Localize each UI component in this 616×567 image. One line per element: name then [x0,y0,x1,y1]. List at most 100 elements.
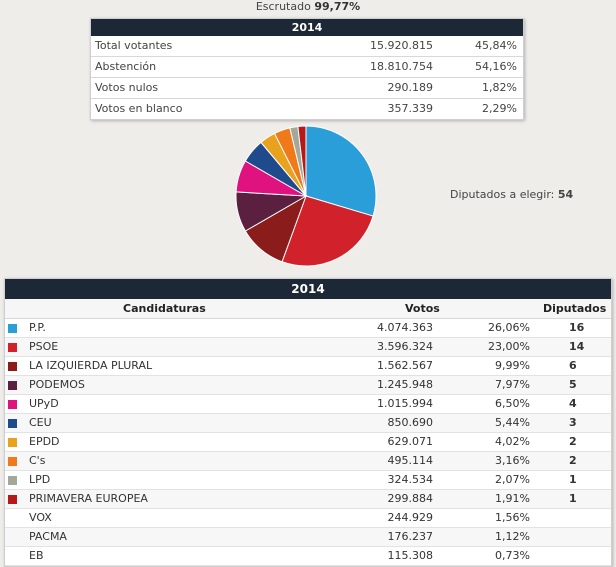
party-votes: 299.884 [387,492,434,505]
party-row: LPD 324.534 2,07% 1 [5,471,611,490]
party-percent: 0,73% [495,549,530,562]
party-percent: 23,00% [488,340,530,353]
pie-slice-psoe [281,195,374,267]
party-votes: 1.015.994 [377,397,433,410]
party-color-swatch [8,381,17,390]
summary-row-votos-en-blanco: Votos en blanco 357.339 2,29% [91,99,523,119]
party-color-swatch [8,457,17,466]
party-row: EB 115.308 0,73% [5,547,611,566]
party-row: P.P. 4.074.363 26,06% 16 [5,319,611,338]
party-color-swatch [8,476,17,485]
summary-percent: 2,29% [482,102,517,115]
seats-to-elect-value: 54 [557,188,574,201]
summary-row-abstencion: Abstención 18.810.754 54,16% [91,57,523,78]
party-votes: 629.071 [387,435,434,448]
party-percent: 1,56% [495,511,530,524]
party-name: C's [29,454,46,467]
party-name: LPD [29,473,51,486]
seats-pie-chart [235,125,377,267]
party-seats: 4 [569,397,577,410]
party-name: EB [29,549,44,562]
party-seats: 1 [569,473,577,486]
summary-percent: 45,84% [475,39,517,52]
party-seats: 2 [569,454,577,467]
party-color-swatch [8,533,17,542]
party-percent: 3,16% [495,454,530,467]
party-seats: 3 [569,416,577,429]
party-color-swatch [8,343,17,352]
summary-row-votos-nulos: Votos nulos 290.189 1,82% [91,78,523,99]
party-percent: 26,06% [488,321,530,334]
summary-value: 357.339 [387,102,434,115]
party-votes: 1.245.948 [377,378,433,391]
scrutiny-line: Escrutado 99,77% [0,0,616,14]
party-row: CEU 850.690 5,44% 3 [5,414,611,433]
party-percent: 2,07% [495,473,530,486]
party-percent: 4,02% [495,435,530,448]
party-row: PODEMOS 1.245.948 7,97% 5 [5,376,611,395]
summary-value: 18.810.754 [370,60,433,73]
party-name: EPDD [29,435,60,448]
summary-row-total-votantes: Total votantes 15.920.815 45,84% [91,36,523,57]
party-row: PRIMAVERA EUROPEA 299.884 1,91% 1 [5,490,611,509]
seats-to-elect: Diputados a elegir: 54 [450,188,573,201]
party-votes: 495.114 [387,454,434,467]
results-year-header: 2014 [5,279,611,299]
party-name: PSOE [29,340,59,353]
results-table: 2014 Candidaturas Votos Diputados P.P. 4.… [4,278,612,567]
party-percent: 1,91% [495,492,530,505]
party-name: PACMA [29,530,67,543]
party-seats: 6 [569,359,577,372]
party-row: PACMA 176.237 1,12% [5,528,611,547]
party-votes: 4.074.363 [377,321,433,334]
party-row: C's 495.114 3,16% 2 [5,452,611,471]
party-name: P.P. [29,321,46,334]
party-percent: 1,12% [495,530,530,543]
party-seats: 2 [569,435,577,448]
summary-label: Abstención [95,60,157,73]
party-name: PRIMAVERA EUROPEA [29,492,148,505]
results-column-headers: Candidaturas Votos Diputados [5,299,611,319]
party-row: LA IZQUIERDA PLURAL 1.562.567 9,99% 6 [5,357,611,376]
summary-value: 290.189 [387,81,434,94]
party-color-swatch [8,362,17,371]
party-votes: 3.596.324 [377,340,433,353]
party-votes: 244.929 [387,511,434,524]
summary-label: Votos en blanco [95,102,183,115]
party-percent: 5,44% [495,416,530,429]
party-color-swatch [8,400,17,409]
party-row: UPyD 1.015.994 6,50% 4 [5,395,611,414]
summary-label: Total votantes [95,39,173,52]
party-votes: 850.690 [387,416,434,429]
party-color-swatch [8,514,17,523]
column-header-candidaturas: Candidaturas [123,302,206,315]
scrutiny-value: 99,77% [314,0,361,13]
party-seats: 14 [569,340,585,353]
party-seats: 16 [569,321,585,334]
scrutiny-label: Escrutado [255,0,311,13]
summary-year-header: 2014 [91,19,523,36]
party-percent: 9,99% [495,359,530,372]
participation-summary-table: 2014 Total votantes 15.920.815 45,84% Ab… [90,18,524,120]
party-name: CEU [29,416,52,429]
summary-percent: 54,16% [475,60,517,73]
party-seats: 5 [569,378,577,391]
party-votes: 115.308 [387,549,434,562]
party-seats: 1 [569,492,577,505]
column-header-votos: Votos [405,302,440,315]
summary-label: Votos nulos [95,81,159,94]
summary-percent: 1,82% [482,81,517,94]
pie-slice-primavera-europea [297,125,307,197]
party-row: VOX 244.929 1,56% [5,509,611,528]
party-votes: 176.237 [387,530,434,543]
seats-to-elect-label: Diputados a elegir: [450,188,555,201]
party-color-swatch [8,324,17,333]
party-row: EPDD 629.071 4,02% 2 [5,433,611,452]
party-percent: 6,50% [495,397,530,410]
party-votes: 1.562.567 [377,359,433,372]
party-name: UPyD [29,397,59,410]
party-name: LA IZQUIERDA PLURAL [29,359,153,372]
party-name: VOX [29,511,52,524]
party-color-swatch [8,438,17,447]
party-rows: P.P. 4.074.363 26,06% 16 PSOE 3.596.324 23,00%… [5,319,611,566]
